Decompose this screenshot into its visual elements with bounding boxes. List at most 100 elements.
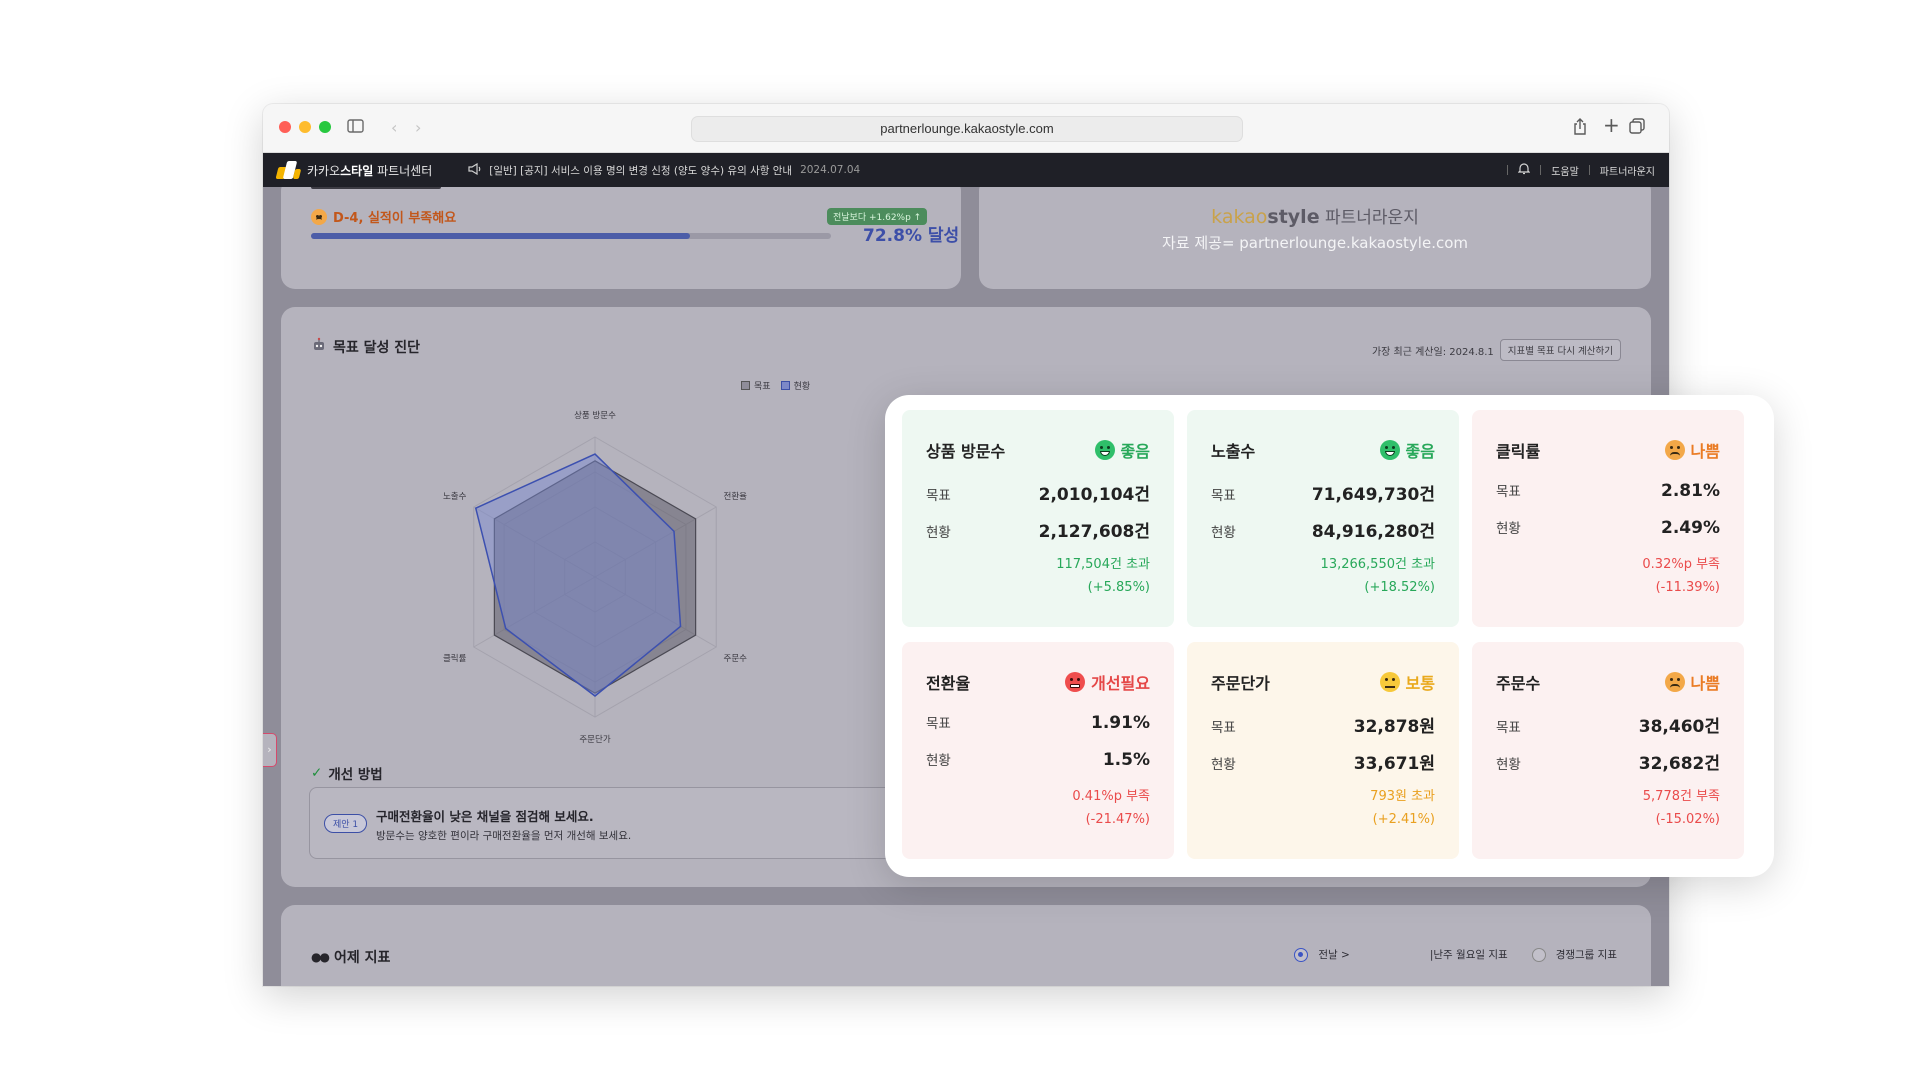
metric-name: 상품 방문수: [926, 442, 1006, 461]
compare-last-monday-label: |난주 월요일 지표: [1429, 949, 1508, 961]
metric-current-value: 33,671원: [1353, 754, 1435, 774]
metric-header: 주문단가 보통: [1211, 670, 1435, 694]
eyes-icon: ●●: [311, 950, 330, 964]
metric-target-label: 목표: [926, 716, 951, 732]
help-link[interactable]: 도움말: [1551, 166, 1579, 178]
metric-target-row: 목표 32,878원: [1211, 712, 1435, 737]
watermark: kakaostyle 파트너라운지 자료 제공= partnerlounge.k…: [979, 203, 1651, 253]
metric-header: 클릭률 나쁨: [1496, 438, 1720, 462]
radar-chart: [473, 436, 717, 718]
metric-target-label: 목표: [1496, 484, 1521, 500]
metric-difference: 0.41%p 부족 (-21.47%): [1072, 785, 1150, 831]
metric-target-value: 2.81%: [1661, 481, 1720, 501]
kakaostyle-logo-icon: [275, 161, 302, 179]
radar-axis-label: 노출수: [442, 492, 467, 502]
metric-target-label: 목표: [1211, 720, 1236, 736]
neutral-face-icon: [1379, 672, 1400, 692]
share-icon[interactable]: [1573, 118, 1587, 140]
metric-current-label: 현황: [1496, 757, 1521, 773]
metric-current-row: 현황 1.5%: [926, 749, 1150, 770]
metric-target-value: 71,649,730건: [1311, 485, 1435, 505]
radar-axis-label: 주문수: [723, 654, 748, 664]
cropped-sales-figure: [311, 187, 441, 189]
compare-prev-day-label: 전날 >: [1318, 949, 1350, 961]
zoom-window-button[interactable]: [319, 121, 331, 133]
metric-header: 주문수 나쁨: [1496, 670, 1720, 694]
metric-current-label: 현황: [1211, 525, 1236, 541]
new-tab-icon[interactable]: +: [1603, 113, 1620, 137]
metric-current-row: 현황 2.49%: [1496, 517, 1720, 538]
metric-difference-amount: 5,778건 부족: [1642, 789, 1720, 804]
back-icon[interactable]: ‹: [391, 118, 398, 137]
worried-face-icon: [311, 208, 327, 225]
metric-target-row: 목표 1.91%: [926, 712, 1150, 733]
brand-name: 카카오스타일 파트너센터: [307, 163, 433, 178]
metric-difference-percent: (-11.39%): [1655, 580, 1720, 595]
frowning-face-icon: [1664, 440, 1685, 460]
metric-target-value: 32,878원: [1353, 717, 1435, 737]
recalculate-button[interactable]: 지표별 목표 다시 계산하기: [1499, 339, 1621, 361]
radar-axis-label: 클릭률: [442, 654, 467, 664]
last-calc-info: 가장 최근 계산일: 2024.8.1 지표별 목표 다시 계산하기: [1372, 339, 1621, 361]
radar-target-series: [493, 460, 697, 694]
metric-target-value: 38,460건: [1638, 717, 1720, 737]
close-window-button[interactable]: [279, 121, 291, 133]
metric-status: 좋음: [1094, 438, 1150, 462]
last-calc-date: 가장 최근 계산일: 2024.8.1: [1371, 346, 1494, 358]
address-bar[interactable]: partnerlounge.kakaostyle.com: [691, 116, 1243, 142]
radar-legend: 목표 현황: [741, 379, 810, 392]
progress-value: 72.8% 달성: [863, 226, 960, 246]
compare-competitor-radio[interactable]: [1531, 947, 1546, 962]
notice-date: 2024.07.04: [800, 164, 861, 176]
progress-status: D-4, 실적이 부족해요: [311, 207, 456, 226]
metric-current-label: 현황: [926, 525, 951, 541]
proposal-headline: 구매전환율이 낮은 채널을 점검해 보세요.: [376, 809, 594, 824]
metric-current-row: 현황 32,682건: [1496, 749, 1720, 774]
metric-name: 전환율: [926, 674, 971, 693]
bell-icon[interactable]: [1517, 162, 1531, 178]
side-panel-handle[interactable]: ›: [263, 733, 277, 767]
browser-titlebar: ‹ › partnerlounge.kakaostyle.com +: [263, 104, 1669, 153]
checkmark-icon: ✓: [311, 765, 323, 781]
partner-lounge-link[interactable]: 파트너라운지: [1599, 166, 1655, 178]
brand-logo[interactable]: 카카오스타일 파트너센터: [275, 161, 433, 179]
metric-difference-amount: 117,504건 초과: [1056, 557, 1150, 572]
metric-target-row: 목표 2,010,104건: [926, 480, 1150, 505]
grinning-face-icon: [1379, 440, 1400, 460]
navbar-right: 도움말 파트너라운지: [1507, 153, 1655, 187]
metric-target-label: 목표: [926, 488, 951, 504]
metric-difference-percent: (-21.47%): [1085, 812, 1150, 827]
watermark-logo: kakaostyle 파트너라운지: [1211, 206, 1419, 228]
tabs-overview-icon[interactable]: [1629, 118, 1645, 139]
metric-difference: 0.32%p 부족 (-11.39%): [1642, 553, 1720, 599]
metric-target-label: 목표: [1496, 720, 1521, 736]
metric-card: 전환율 개선필요 목표 1.91% 현황 1.5% 0.41%p 부족 (-21.47%): [902, 642, 1174, 859]
forward-icon[interactable]: ›: [415, 118, 422, 137]
metric-current-row: 현황 33,671원: [1211, 749, 1435, 774]
metric-current-value: 2,127,608건: [1038, 522, 1150, 542]
sidebar-toggle-icon[interactable]: [347, 118, 364, 138]
metric-current-row: 현황 84,916,280건: [1211, 517, 1435, 542]
compare-competitor-label: 경쟁그룹 지표: [1555, 949, 1617, 961]
metric-difference-amount: 793원 초과: [1370, 789, 1435, 804]
radar-current-series: [474, 453, 682, 697]
improve-title: ✓ 개선 방법: [311, 765, 383, 783]
watermark-card: kakaostyle 파트너라운지 자료 제공= partnerlounge.k…: [979, 187, 1651, 289]
compare-prev-day-radio[interactable]: [1294, 947, 1309, 962]
yesterday-title: ●● 어제 지표: [311, 950, 391, 966]
metric-difference: 793원 초과 (+2.41%): [1370, 785, 1435, 831]
metric-target-row: 목표 38,460건: [1496, 712, 1720, 737]
metric-difference-percent: (+2.41%): [1372, 812, 1435, 827]
metric-difference-amount: 0.32%p 부족: [1642, 557, 1720, 572]
progress-bar: [311, 233, 831, 239]
metric-name: 클릭률: [1496, 442, 1541, 461]
metric-header: 상품 방문수 좋음: [926, 438, 1150, 462]
notice-ticker[interactable]: [일반] [공지] 서비스 이용 명의 변경 신청 (양도 양수) 유의 사항 …: [468, 162, 861, 178]
metric-target-value: 1.91%: [1091, 713, 1150, 733]
megaphone-icon: [468, 162, 481, 178]
metric-status: 나쁨: [1664, 670, 1720, 694]
minimize-window-button[interactable]: [299, 121, 311, 133]
